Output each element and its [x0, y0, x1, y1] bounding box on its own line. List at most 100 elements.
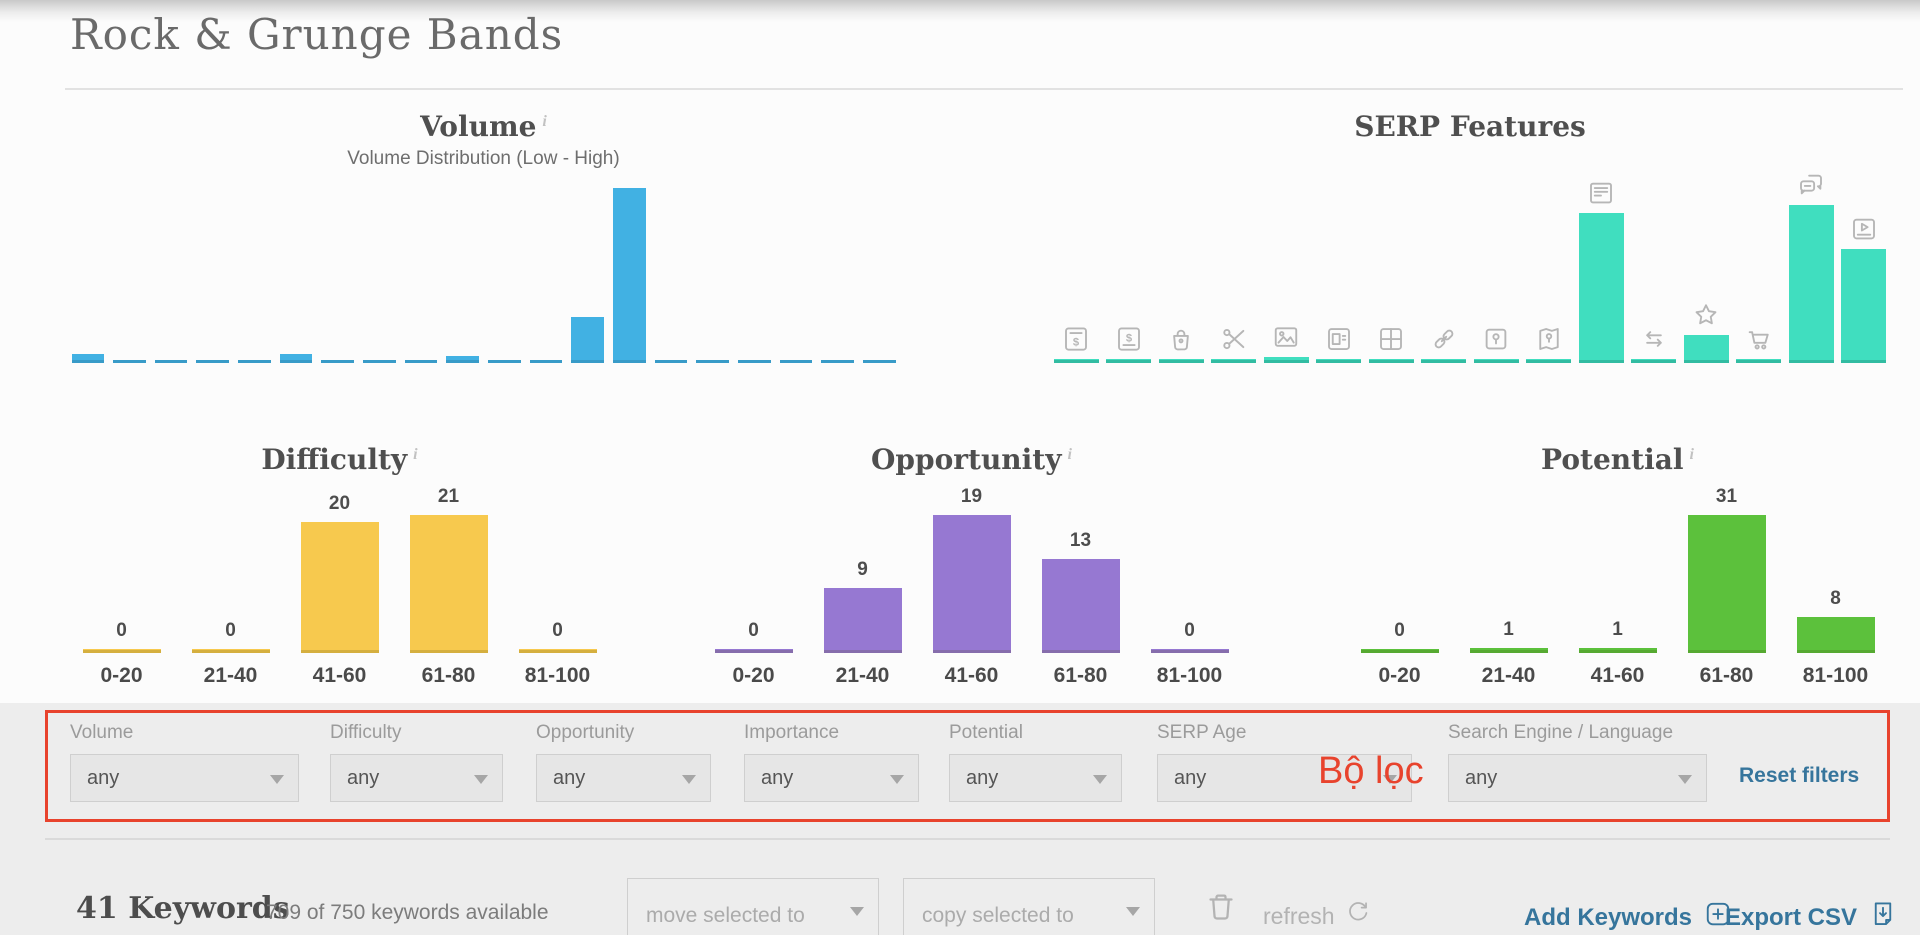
bar-value-label: 0 — [1184, 620, 1195, 641]
volume-bar — [71, 354, 105, 363]
map-icon — [1534, 324, 1564, 354]
chevron-down-icon — [474, 775, 488, 784]
histogram-bar — [1796, 617, 1875, 653]
info-icon[interactable]: i — [1689, 445, 1694, 463]
filter-serp-age: SERP Age any — [1157, 722, 1412, 802]
volume-filter-dropdown[interactable]: any — [70, 754, 299, 802]
histogram-bar — [823, 588, 902, 653]
serp-feature-column — [1838, 214, 1891, 363]
info-icon[interactable]: i — [542, 112, 547, 130]
copy-selected-dropdown[interactable]: copy selected to — [903, 878, 1155, 935]
histogram-column: 1 — [1563, 619, 1672, 653]
bucket-label: 21-40 — [1481, 664, 1536, 687]
bucket-label: 61-80 — [1053, 664, 1108, 687]
info-icon[interactable]: i — [413, 445, 418, 463]
volume-bar — [113, 360, 146, 363]
ads-top-icon: $ — [1061, 324, 1091, 354]
histogram-bar — [409, 515, 488, 653]
serp-feature-column — [1313, 324, 1366, 363]
bar-value-label: 0 — [116, 620, 127, 641]
chevron-down-icon — [1093, 775, 1107, 784]
grid-icon — [1376, 324, 1406, 354]
move-selected-dropdown[interactable]: move selected to — [627, 878, 879, 935]
filter-label: Potential — [949, 722, 1023, 743]
volume-bar-chart — [67, 185, 900, 363]
serp-feature-column — [1575, 178, 1628, 363]
histogram-column: 0 — [176, 620, 285, 653]
chevron-down-icon — [1126, 907, 1140, 916]
bar-value-label: 20 — [328, 493, 351, 514]
filter-search-engine-language: Search Engine / Language any — [1448, 722, 1707, 802]
bucket-label: 81-100 — [1156, 664, 1223, 687]
histogram-column: 0 — [699, 620, 808, 653]
volume-bar — [279, 354, 313, 363]
chevron-down-icon — [890, 775, 904, 784]
bucket-label: 81-100 — [1802, 664, 1869, 687]
bar-value-label: 31 — [1715, 486, 1738, 507]
difficulty-chart-title: Difficulty i — [261, 443, 418, 476]
histogram-bar — [1360, 649, 1439, 653]
bucket-label: 0-20 — [732, 664, 775, 687]
cart-icon — [1744, 324, 1774, 354]
chevron-down-icon — [850, 907, 864, 916]
histogram-bar — [300, 522, 379, 653]
histogram-column: 0 — [503, 620, 612, 653]
serp-feature-column — [1260, 322, 1313, 363]
filter-label: Importance — [744, 722, 840, 743]
opportunity-bar-chart: 0 9 19 13 0 0-20 21-40 41-60 61-80 81-100 — [699, 485, 1244, 688]
shopping-bag-icon — [1166, 324, 1196, 354]
volume-bar — [363, 360, 396, 363]
bar-value-label: 13 — [1069, 530, 1092, 551]
chevron-down-icon — [270, 775, 284, 784]
export-csv-button[interactable]: Export CSV — [1725, 899, 1898, 935]
filter-potential: Potential any — [949, 722, 1122, 802]
add-keywords-button[interactable]: Add Keywords — [1524, 899, 1733, 935]
serp-feature-bar — [1053, 359, 1099, 363]
histogram-bar — [82, 649, 161, 653]
histogram-column: 19 — [917, 486, 1026, 653]
bar-value-label: 0 — [225, 620, 236, 641]
opportunity-filter-dropdown[interactable]: any — [536, 754, 711, 802]
serp-feature-bar — [1106, 359, 1152, 363]
serp-feature-column — [1733, 324, 1786, 363]
serp-feature-bar — [1736, 359, 1782, 363]
serp-features-chart-title: SERP Features — [1354, 110, 1586, 143]
volume-bar — [488, 360, 521, 363]
filter-label: Search Engine / Language — [1448, 722, 1674, 743]
keyword-availability: 709 of 750 keywords available — [266, 901, 549, 924]
potential-chart-title: Potential i — [1541, 443, 1694, 476]
serp-feature-column — [1155, 324, 1208, 363]
swap-arrows-icon — [1639, 324, 1669, 354]
histogram-bar — [1469, 648, 1548, 653]
trash-icon[interactable] — [1203, 887, 1239, 927]
volume-bar — [779, 360, 813, 363]
volume-bar — [696, 360, 729, 363]
volume-bar — [862, 360, 896, 363]
filter-opportunity: Opportunity any — [536, 722, 711, 802]
importance-filter-dropdown[interactable]: any — [744, 754, 919, 802]
bar-value-label: 0 — [1394, 620, 1405, 641]
bucket-label: 21-40 — [203, 664, 258, 687]
serp-feature-column — [1680, 300, 1733, 363]
histogram-bar — [932, 515, 1011, 653]
bucket-label: 41-60 — [312, 664, 367, 687]
histogram-column: 0 — [1135, 620, 1244, 653]
potential-filter-dropdown[interactable]: any — [949, 754, 1122, 802]
svg-text:$: $ — [1126, 333, 1133, 345]
filter-label: Opportunity — [536, 722, 635, 743]
filter-difficulty: Difficulty any — [330, 722, 503, 802]
serp-features-bar-chart: $ $ — [1050, 150, 1890, 363]
search-engine-language-filter-dropdown[interactable]: any — [1448, 754, 1707, 802]
knowledge-panel-icon — [1324, 324, 1354, 354]
difficulty-filter-dropdown[interactable]: any — [330, 754, 503, 802]
volume-chart-title: Volume i — [420, 110, 547, 143]
bar-value-label: 0 — [748, 620, 759, 641]
video-icon — [1849, 214, 1879, 244]
bar-value-label: 9 — [857, 559, 868, 580]
reset-filters-link[interactable]: Reset filters — [1739, 764, 1860, 787]
serp-age-filter-dropdown[interactable]: any — [1157, 754, 1412, 802]
filter-label: Difficulty — [330, 722, 402, 743]
volume-bar — [654, 360, 688, 363]
refresh-button[interactable]: refresh — [1263, 899, 1372, 933]
info-icon[interactable]: i — [1067, 445, 1072, 463]
